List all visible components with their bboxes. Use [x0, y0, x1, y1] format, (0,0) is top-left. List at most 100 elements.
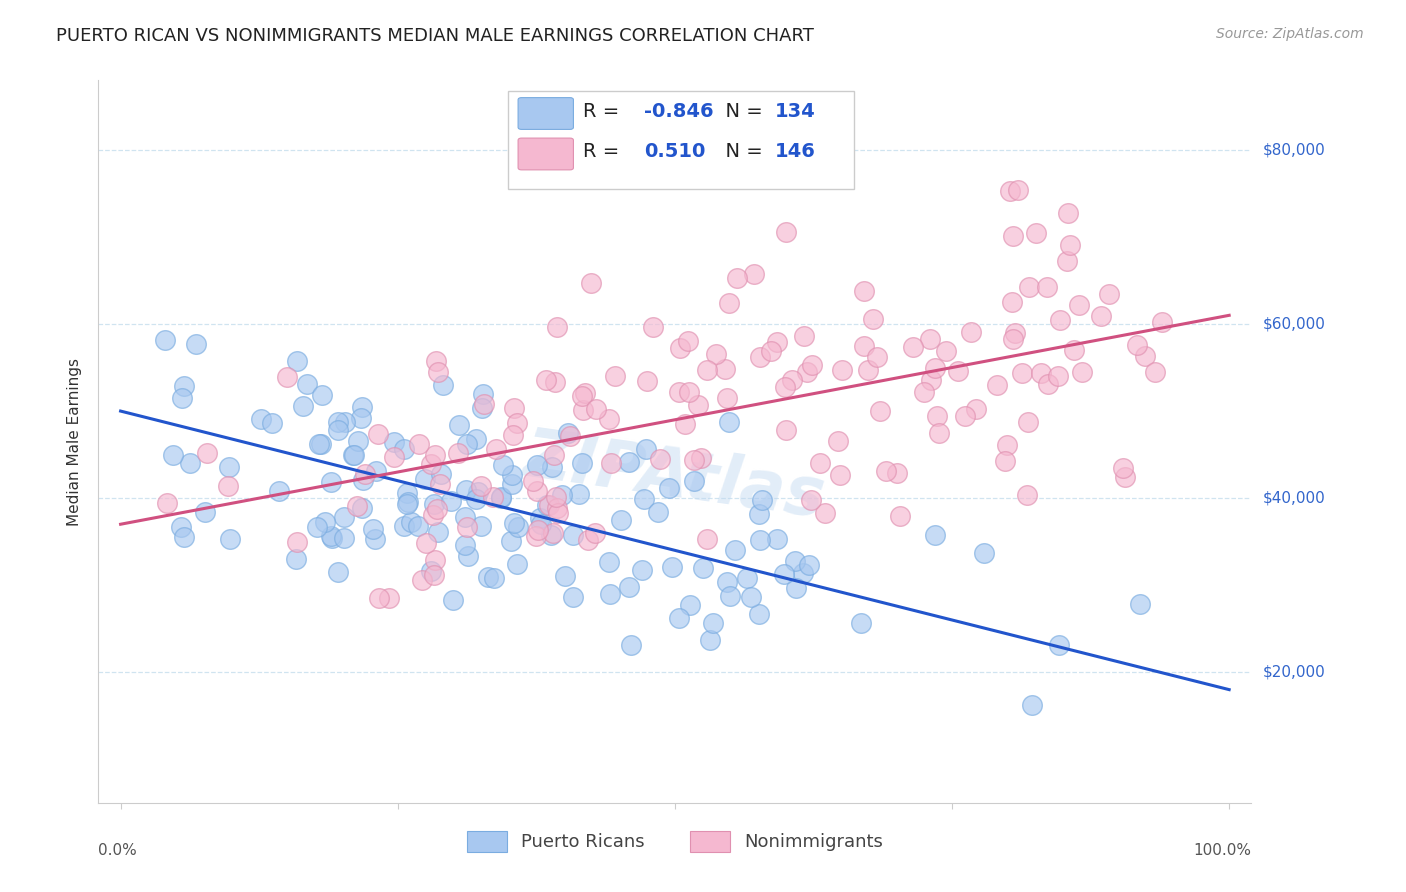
Point	[170, 391, 193, 405]
Point	[481, 490, 503, 504]
Point	[470, 519, 492, 533]
Point	[775, 423, 797, 437]
Point	[291, 399, 314, 413]
Point	[426, 365, 449, 379]
Point	[423, 497, 446, 511]
Point	[725, 271, 748, 285]
Point	[986, 378, 1008, 392]
Point	[605, 368, 627, 383]
Point	[422, 508, 444, 522]
Point	[406, 519, 429, 533]
Point	[572, 403, 595, 417]
Point	[267, 484, 290, 499]
Point	[1049, 312, 1071, 326]
Point	[411, 573, 433, 587]
Text: 0.510: 0.510	[644, 143, 706, 161]
Point	[1057, 206, 1080, 220]
Point	[633, 492, 655, 507]
Point	[765, 334, 787, 349]
Point	[619, 580, 641, 594]
Point	[260, 416, 283, 430]
Text: PUERTO RICAN VS NONIMMIGRANTS MEDIAN MALE EARNINGS CORRELATION CHART: PUERTO RICAN VS NONIMMIGRANTS MEDIAN MAL…	[56, 27, 814, 45]
Point	[960, 326, 983, 340]
Point	[920, 372, 942, 386]
Point	[1059, 237, 1081, 252]
Point	[541, 459, 564, 474]
Point	[571, 456, 593, 470]
Point	[332, 532, 354, 546]
Point	[827, 434, 849, 449]
Point	[506, 520, 529, 534]
Point	[683, 452, 706, 467]
Point	[491, 490, 513, 504]
Point	[546, 501, 568, 516]
Point	[714, 165, 737, 179]
Point	[295, 377, 318, 392]
Point	[740, 590, 762, 604]
Text: N =: N =	[713, 143, 769, 161]
Point	[156, 496, 179, 510]
Point	[415, 536, 437, 550]
Point	[562, 528, 585, 542]
Point	[249, 412, 271, 426]
Point	[574, 386, 596, 401]
Point	[718, 589, 741, 603]
Point	[946, 364, 969, 378]
Text: 146: 146	[775, 143, 815, 161]
Point	[420, 564, 443, 578]
Point	[696, 363, 718, 377]
Point	[501, 477, 523, 491]
Point	[530, 516, 553, 531]
Point	[162, 448, 184, 462]
Text: $80,000: $80,000	[1263, 143, 1326, 157]
Point	[792, 566, 814, 580]
Point	[364, 464, 387, 478]
Point	[675, 417, 697, 431]
Point	[648, 451, 671, 466]
Point	[1017, 415, 1039, 429]
Point	[401, 515, 423, 529]
Point	[1000, 295, 1022, 310]
Text: 100.0%: 100.0%	[1194, 843, 1251, 857]
Point	[352, 501, 374, 516]
Point	[361, 523, 384, 537]
Point	[326, 565, 349, 579]
Point	[546, 491, 568, 505]
Point	[851, 616, 873, 631]
Point	[668, 611, 690, 625]
Point	[218, 460, 240, 475]
Point	[658, 482, 681, 496]
Point	[558, 429, 581, 443]
Point	[195, 446, 218, 460]
Point	[392, 519, 415, 533]
Point	[1098, 287, 1121, 301]
Point	[429, 467, 451, 482]
Point	[1004, 326, 1026, 340]
Point	[423, 553, 446, 567]
Point	[311, 388, 333, 402]
Point	[534, 373, 557, 387]
Point	[973, 546, 995, 560]
Text: Source: ZipAtlas.com: Source: ZipAtlas.com	[1216, 27, 1364, 41]
Point	[429, 477, 451, 491]
Point	[1029, 367, 1052, 381]
Point	[688, 399, 710, 413]
Point	[1036, 279, 1059, 293]
Point	[678, 334, 700, 348]
Point	[1018, 280, 1040, 294]
Legend: Puerto Ricans, Nonimmigrants: Puerto Ricans, Nonimmigrants	[460, 823, 890, 859]
Point	[186, 336, 208, 351]
Point	[1047, 638, 1070, 652]
Point	[1152, 315, 1174, 329]
Point	[669, 342, 692, 356]
Point	[485, 442, 508, 457]
Point	[852, 284, 875, 298]
Point	[636, 374, 658, 388]
Point	[598, 555, 620, 569]
Point	[352, 473, 374, 487]
Point	[447, 417, 470, 432]
Point	[382, 435, 405, 450]
Point	[326, 424, 349, 438]
Point	[773, 379, 796, 393]
Point	[396, 497, 419, 511]
